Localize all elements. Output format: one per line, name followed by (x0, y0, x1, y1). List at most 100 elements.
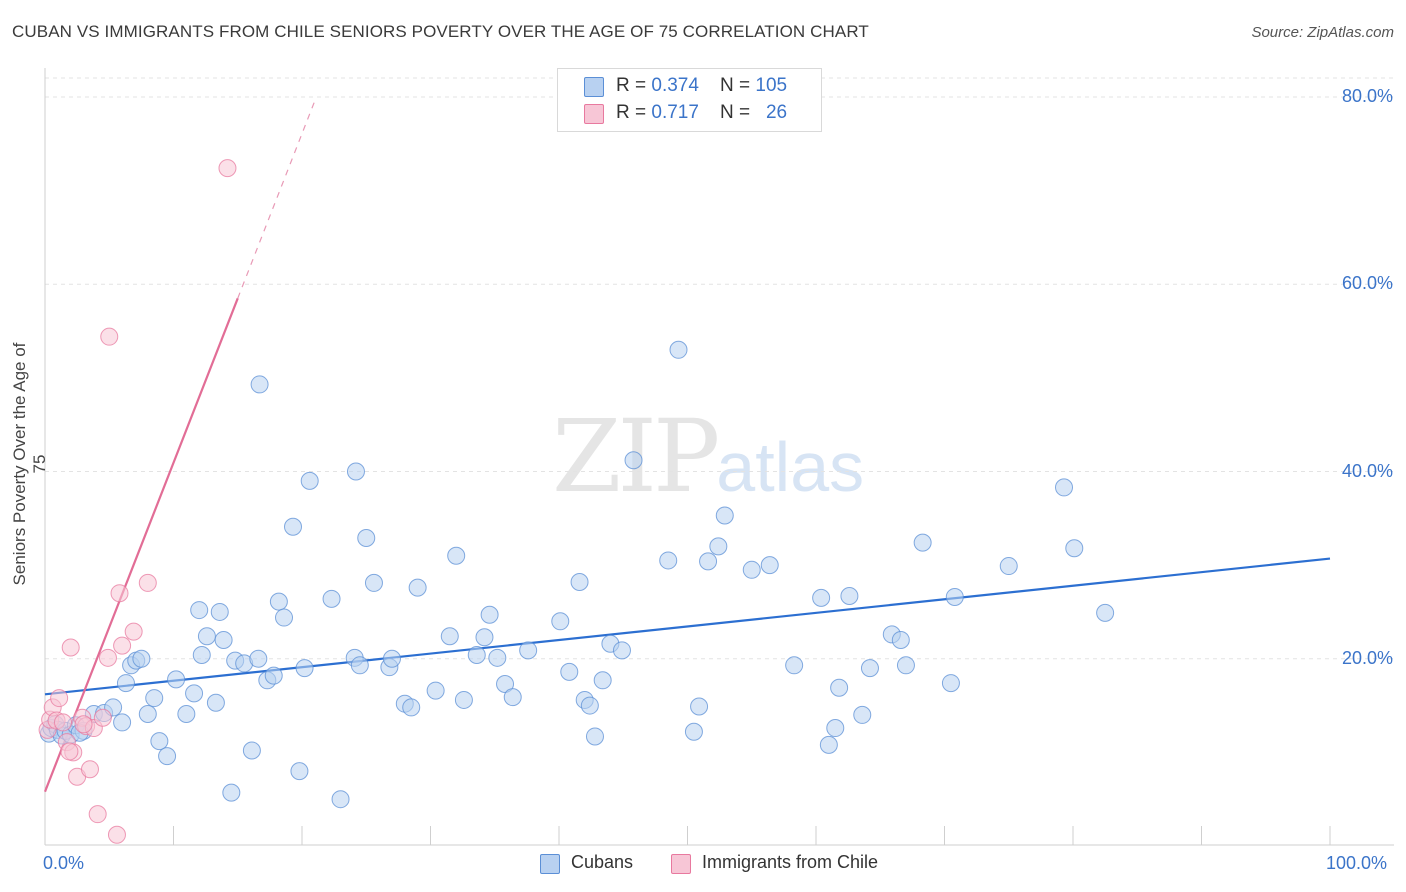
trendline-cubans (44, 557, 1331, 696)
point-cubans (295, 659, 314, 678)
point-cubans (454, 690, 473, 709)
point-cubans (812, 588, 831, 607)
legend-label: Immigrants from Chile (702, 852, 879, 872)
point-cubans (830, 678, 849, 697)
point-cubans (357, 528, 376, 547)
point-cubans (659, 551, 678, 570)
y-tick-label: 20.0% (1341, 647, 1393, 668)
point-cubans (570, 572, 589, 591)
point-cubans (488, 648, 507, 667)
point-cubans (945, 587, 964, 606)
y-tick-label: 40.0% (1341, 460, 1393, 481)
gridlines (45, 77, 1394, 660)
point-chile (100, 327, 119, 346)
legend-swatch (540, 854, 560, 874)
point-cubans (331, 790, 350, 809)
point-cubans (222, 783, 241, 802)
legend-stats-cubans: R = 0.374 N = 105 (616, 75, 787, 97)
point-cubans (249, 649, 268, 668)
point-cubans (1065, 539, 1084, 558)
point-cubans (860, 659, 879, 678)
point-cubans (190, 601, 209, 620)
point-cubans (826, 719, 845, 738)
point-cubans (819, 735, 838, 754)
n-label: N = (720, 75, 756, 96)
point-cubans (364, 573, 383, 592)
point-chile (93, 708, 112, 727)
point-cubans (150, 732, 169, 751)
point-chile (50, 689, 69, 708)
point-cubans (269, 592, 288, 611)
point-cubans (593, 671, 612, 690)
point-cubans (690, 697, 709, 716)
point-cubans (941, 674, 960, 693)
point-cubans (167, 670, 186, 689)
watermark-atlas: atlas (716, 428, 865, 506)
n-value: 105 (755, 75, 788, 96)
point-cubans (684, 722, 703, 741)
point-cubans (715, 506, 734, 525)
point-cubans (290, 762, 309, 781)
point-cubans (192, 646, 211, 665)
point-cubans (382, 649, 401, 668)
axes (44, 68, 1394, 846)
point-cubans (709, 537, 728, 556)
point-cubans (322, 589, 341, 608)
point-cubans (503, 688, 522, 707)
point-cubans (1096, 603, 1115, 622)
point-chile (110, 584, 129, 603)
r-value: 0.717 (651, 102, 699, 123)
point-cubans (426, 681, 445, 700)
data-points (38, 159, 1115, 844)
point-chile (61, 638, 80, 657)
point-cubans (742, 560, 761, 579)
n-value (755, 102, 766, 123)
point-cubans (585, 727, 604, 746)
point-cubans (138, 704, 157, 723)
x-tick-min: 0.0% (43, 853, 85, 873)
watermark: ZIPatlas (552, 398, 864, 515)
legend-label: Cubans (571, 852, 634, 872)
point-cubans (999, 557, 1018, 576)
point-cubans (447, 546, 466, 565)
point-cubans (760, 556, 779, 575)
point-cubans (891, 631, 910, 650)
y-axis-label: Seniors Poverty Over the Age of 75 (10, 342, 49, 586)
point-cubans (440, 627, 459, 646)
point-cubans (113, 713, 132, 732)
point-cubans (669, 340, 688, 359)
r-label: R = (616, 75, 652, 96)
point-cubans (467, 646, 486, 665)
chart-title: CUBAN VS IMMIGRANTS FROM CHILE SENIORS P… (12, 22, 869, 41)
point-chile (124, 622, 143, 641)
r-value: 0.374 (651, 75, 699, 96)
y-tick-label: 80.0% (1341, 86, 1393, 106)
point-cubans (480, 605, 499, 624)
point-chile (88, 805, 107, 824)
trend-lines (43, 100, 1331, 793)
point-cubans (185, 684, 204, 703)
point-cubans (475, 628, 494, 647)
r-label: R = (616, 102, 652, 123)
point-cubans (210, 602, 229, 621)
point-cubans (624, 451, 643, 470)
point-chile (60, 742, 79, 761)
point-cubans (177, 704, 196, 723)
point-chile (138, 573, 157, 592)
point-chile (113, 636, 132, 655)
point-cubans (560, 662, 579, 681)
point-chile (74, 715, 93, 734)
point-cubans (551, 612, 570, 631)
point-chile (80, 760, 99, 779)
point-cubans (896, 656, 915, 675)
trendline-chile (43, 297, 239, 793)
point-cubans (300, 471, 319, 490)
point-chile (218, 159, 237, 178)
point-cubans (408, 578, 427, 597)
point-chile (107, 825, 126, 844)
point-cubans (853, 705, 872, 724)
point-cubans (402, 698, 421, 717)
point-cubans (206, 693, 225, 712)
point-cubans (214, 631, 233, 650)
point-cubans (580, 696, 599, 715)
